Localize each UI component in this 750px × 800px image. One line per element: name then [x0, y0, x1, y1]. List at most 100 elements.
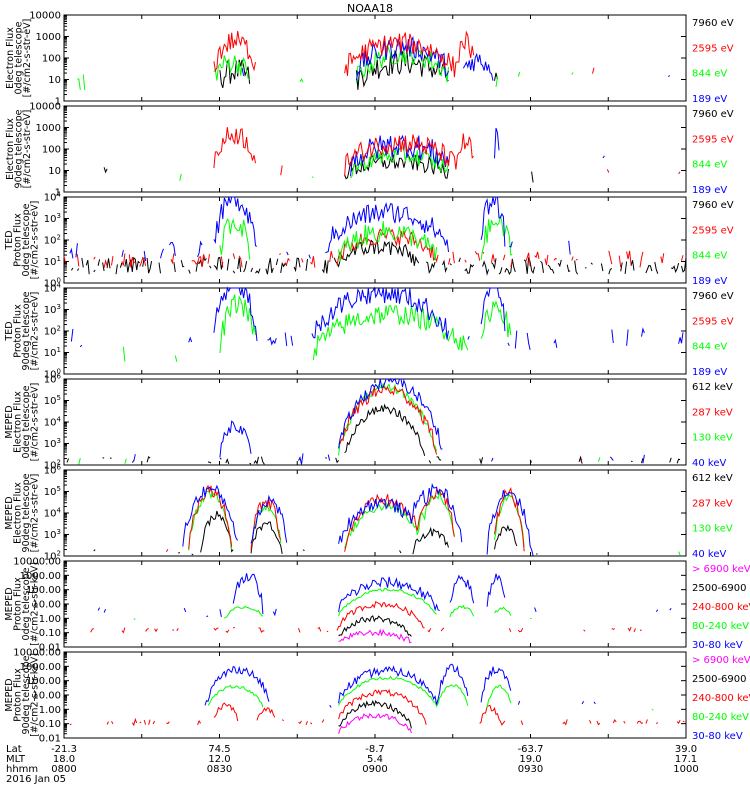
legend-entry: 240-800 keV: [692, 693, 750, 704]
y-tick-label: 106: [44, 373, 62, 386]
footer-axis: Lat -21.3 74.5 -8.7 -63.7 39.0 MLT 18.0 12.0 5.4 1…: [6, 744, 699, 785]
legend-entry: 612 keV: [692, 473, 733, 484]
legend-entry: 40 keV: [692, 458, 726, 469]
y-axis-label: Electron Flux: [5, 27, 16, 89]
y-tick-label: 1000.00: [20, 571, 61, 582]
y-tick-label: 10000: [29, 11, 61, 22]
series-green: [208, 677, 680, 711]
footer-value: 74.5: [208, 744, 230, 755]
y-tick-label: 102: [44, 550, 61, 563]
y-tick-label: 10000.00: [13, 557, 61, 568]
series-red: [166, 486, 653, 553]
legend-entry: 7960 eV: [692, 109, 734, 120]
y-tick-label: 1000.00: [20, 662, 61, 673]
y-tick-label: 101: [44, 255, 61, 268]
y-axis-label: Proton Flux: [13, 668, 24, 722]
legend-entry: 30-80 keV: [692, 640, 743, 651]
series-blue: [98, 573, 686, 617]
series-blue: [205, 664, 674, 707]
y-tick-label: 106: [44, 464, 62, 477]
y-axis-label: [#/cm2-s-str-eV]: [22, 19, 33, 98]
legend-entry: 7960 eV: [692, 291, 734, 302]
legend-entry: 844 eV: [692, 69, 727, 80]
y-tick-label: 1000: [36, 32, 61, 43]
legend-entry: 7960 eV: [692, 18, 734, 29]
series-black: [104, 154, 680, 182]
footer-row-label: Lat: [6, 744, 22, 755]
y-tick-label: 103: [44, 437, 61, 450]
y-axis-label: [#/cm2-s-str-eV]: [30, 383, 41, 462]
series-black: [220, 51, 682, 90]
y-axis-label: 0deg telescope: [21, 385, 32, 458]
y-axis-label: TED: [4, 230, 15, 250]
y-axis-label: 0deg telescope: [21, 567, 32, 640]
legend-entry: 844 eV: [692, 160, 727, 171]
footer-value: 5.4: [367, 754, 383, 765]
footer-value: 1000: [673, 764, 698, 775]
y-tick-label: 10000.00: [13, 648, 61, 659]
y-axis-label: 0deg telescope: [14, 21, 25, 94]
series-green: [123, 295, 611, 362]
y-tick-label: 10.00: [32, 600, 61, 611]
series-blue: [70, 197, 682, 261]
legend-entry: 7960 eV: [692, 200, 734, 211]
legend-entry: 130 keV: [692, 433, 733, 444]
y-tick-label: 100: [42, 54, 61, 65]
legend-entry: 240-800 keV: [692, 602, 750, 613]
legend-entry: 40 keV: [692, 549, 726, 560]
y-tick-label: 1: [55, 97, 61, 108]
legend-entry: 287 keV: [692, 407, 733, 418]
footer-value: 0830: [207, 764, 232, 775]
footer-date: 2016 Jan 05: [6, 774, 66, 785]
y-axis-label: TED: [4, 321, 15, 341]
y-tick-label: 1.00: [39, 614, 61, 625]
legend-entry: 844 eV: [692, 342, 727, 353]
y-tick-label: 102: [44, 325, 61, 338]
y-tick-label: 104: [44, 416, 62, 429]
y-tick-label: 0.10: [39, 719, 61, 730]
y-tick-label: 104: [44, 507, 62, 520]
y-axis-label: 90deg telescope: [14, 109, 25, 188]
y-tick-label: 104: [44, 191, 62, 204]
series-black: [66, 403, 681, 465]
y-axis-label: Electron Flux: [5, 118, 16, 180]
series-green: [77, 45, 677, 90]
y-axis-label: 0deg telescope: [21, 203, 32, 276]
y-tick-label: 101: [44, 346, 61, 359]
y-axis-label: [#/cm2-s-str-eV]: [30, 474, 41, 553]
series-red: [213, 127, 681, 177]
legend-entry: 2595 eV: [692, 225, 734, 236]
y-tick-label: 100.00: [26, 585, 61, 596]
y-tick-label: 10: [48, 75, 61, 86]
series-black: [70, 239, 687, 276]
y-tick-label: 10: [48, 166, 61, 177]
legend-entry: 844 eV: [692, 251, 727, 262]
legend-entry: 287 keV: [692, 498, 733, 509]
y-axis-label: MEPED: [4, 496, 15, 529]
legend-entry: 189 eV: [692, 185, 727, 196]
y-tick-label: 105: [44, 485, 61, 498]
footer-value: -63.7: [518, 744, 544, 755]
panel-frame: [63, 469, 687, 557]
y-tick-label: 10.00: [32, 691, 61, 702]
footer-value: 19.0: [519, 754, 541, 765]
footer-value: 39.0: [675, 744, 697, 755]
y-tick-label: 100: [44, 368, 61, 381]
footer-row-label: MLT: [6, 754, 26, 765]
series-green: [188, 490, 681, 556]
y-tick-label: 100: [44, 277, 61, 290]
series-blue: [183, 485, 686, 556]
legend-entry: 2500-6900: [692, 583, 747, 594]
y-axis-label: Electron Flux: [13, 482, 24, 544]
y-tick-label: 103: [44, 528, 61, 541]
series-magenta: [338, 712, 412, 734]
legend-entry: 2500-6900: [692, 674, 747, 685]
y-axis-label: MEPED: [4, 587, 15, 620]
series-green: [79, 384, 680, 465]
panel-8: 0.01 0.10 1.00 10.00 100.00 1000.00 10000.00 ME…: [4, 648, 750, 745]
footer-value: 18.0: [53, 754, 75, 765]
